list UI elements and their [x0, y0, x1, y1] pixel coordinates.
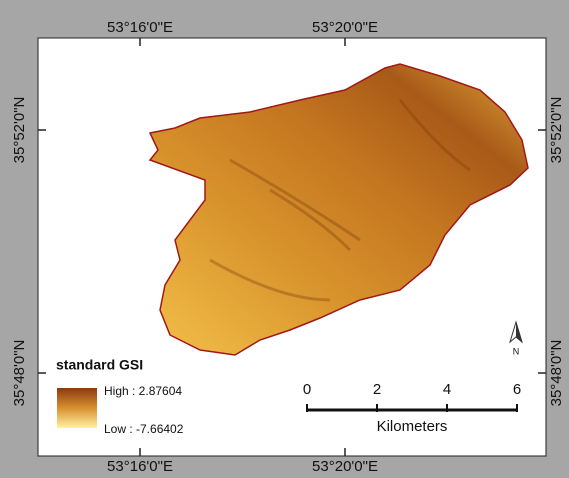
- legend-low: Low : -7.66402: [104, 422, 184, 436]
- grid-label: 53°20'0"E: [312, 19, 378, 36]
- grid-label: 53°16'0"E: [107, 19, 173, 36]
- grid-label: 53°20'0"E: [312, 458, 378, 475]
- grid-label: 35°48'0"N: [11, 340, 28, 407]
- scale-tick-label: 6: [513, 381, 521, 398]
- legend-high: High : 2.87604: [104, 384, 182, 398]
- scale-tick-label: 4: [443, 381, 451, 398]
- map: 53°16'0"E 53°20'0"E 53°16'0"E 53°20'0"E …: [0, 0, 569, 478]
- scale-unit: Kilometers: [377, 418, 448, 435]
- grid-label: 35°52'0"N: [11, 97, 28, 164]
- legend-title: standard GSI: [56, 357, 143, 373]
- legend-ramp: [57, 388, 97, 428]
- north-label: N: [513, 346, 520, 356]
- scale-tick-label: 2: [373, 381, 381, 398]
- grid-label: 53°16'0"E: [107, 458, 173, 475]
- grid-label: 35°52'0"N: [548, 97, 565, 164]
- grid-label: 35°48'0"N: [548, 340, 565, 407]
- scale-tick-label: 0: [303, 381, 311, 398]
